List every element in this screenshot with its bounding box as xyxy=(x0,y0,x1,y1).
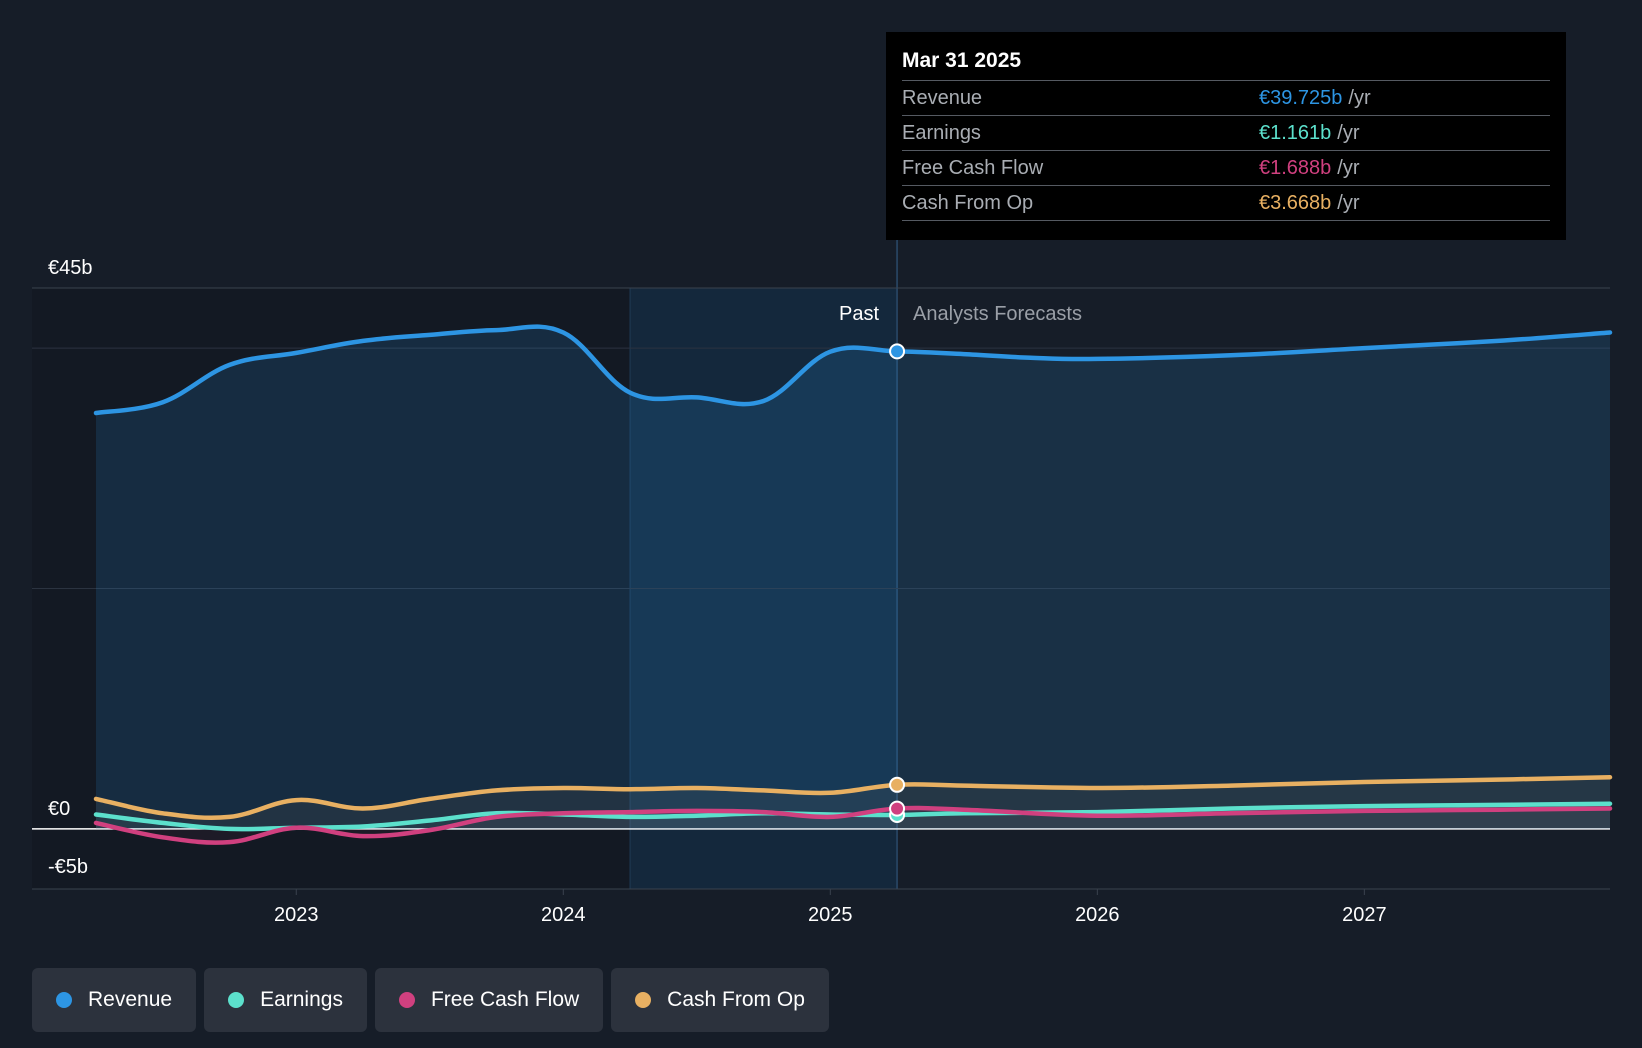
legend-label: Free Cash Flow xyxy=(430,988,580,1011)
tooltip-name: Free Cash Flow xyxy=(902,156,1044,179)
legend-label: Revenue xyxy=(88,988,173,1011)
legend: Revenue Earnings Free Cash Flow Cash Fro… xyxy=(32,968,829,1032)
tooltip: Mar 31 2025 Revenue €39.725b /yr Earning… xyxy=(886,32,1566,240)
free-cash-flow-line xyxy=(93,805,1613,845)
legend-dot-icon xyxy=(56,992,72,1008)
cash-from-op-line xyxy=(93,774,1613,821)
tooltip-value: €39.725b xyxy=(1259,86,1343,109)
revenue-area xyxy=(96,326,1610,829)
tooltip-row-earnings: Earnings €1.161b /yr xyxy=(902,115,1550,150)
tooltip-unit: /yr xyxy=(1337,156,1360,179)
tooltip-unit: /yr xyxy=(1337,121,1360,144)
revenue-line xyxy=(93,324,1613,416)
tooltip-value: €1.161b xyxy=(1259,121,1332,144)
legend-dot-icon xyxy=(398,992,415,1008)
chart-area: €45b €0 -€5b 2023 2024 2025 2026 2027 Past Analys… xyxy=(32,240,1613,926)
tooltip-value: €3.668b xyxy=(1259,191,1332,214)
forecast-label: Analysts Forecasts xyxy=(913,303,1082,325)
tooltip-row-free-cash-flow: Free Cash Flow €1.688b /yr xyxy=(902,150,1550,185)
x-tick-label: 2024 xyxy=(541,904,586,926)
revenue-marker xyxy=(889,343,906,360)
x-tick-label: 2025 xyxy=(808,904,853,926)
legend-label: Earnings xyxy=(260,988,343,1011)
tooltip-unit: /yr xyxy=(1337,191,1360,214)
tooltip-date: Mar 31 2025 xyxy=(902,49,1022,72)
legend-dot-icon xyxy=(635,992,652,1008)
tooltip-row-revenue: Revenue €39.725b /yr xyxy=(902,80,1550,115)
tooltip-unit: /yr xyxy=(1348,86,1371,109)
legend-item-earnings[interactable]: Earnings xyxy=(204,968,367,1032)
y-tick-label: €0 xyxy=(48,798,70,820)
x-tick-label: 2027 xyxy=(1342,904,1387,926)
past-label: Past xyxy=(839,303,879,325)
x-tick-label: 2026 xyxy=(1075,904,1120,926)
tooltip-name: Earnings xyxy=(902,121,981,144)
legend-item-cash-from-op[interactable]: Cash From Op xyxy=(611,968,829,1032)
legend-item-free-cash-flow[interactable]: Free Cash Flow xyxy=(374,968,604,1032)
tooltip-name: Cash From Op xyxy=(902,191,1034,214)
legend-dot-icon xyxy=(228,992,245,1008)
free-cash-flow-area xyxy=(96,808,1610,843)
legend-item-revenue[interactable]: Revenue xyxy=(32,968,197,1032)
cash-from-op-marker xyxy=(889,776,906,793)
tooltip-name: Revenue xyxy=(902,86,983,109)
legend-label: Cash From Op xyxy=(667,988,805,1011)
free-cash-flow-marker xyxy=(889,800,906,817)
x-tick-label: 2023 xyxy=(274,904,319,926)
tooltip-row-cash-from-op: Cash From Op €3.668b /yr xyxy=(902,185,1550,221)
y-tick-label: €45b xyxy=(48,257,93,279)
y-tick-label: -€5b xyxy=(48,856,88,878)
tooltip-value: €1.688b xyxy=(1259,156,1332,179)
